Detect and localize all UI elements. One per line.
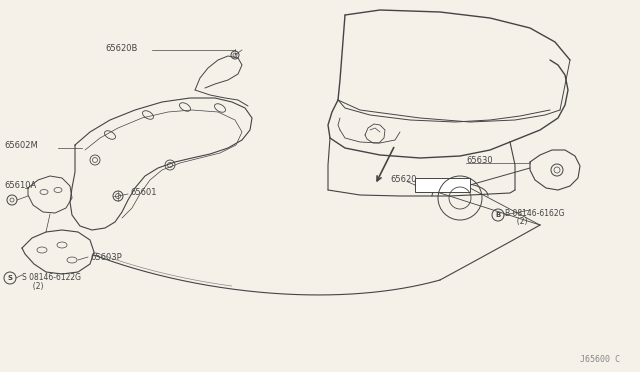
Bar	[415, 178, 470, 192]
Text: J65600 C: J65600 C	[580, 355, 620, 364]
Text: 65601: 65601	[130, 187, 157, 196]
Text: (2): (2)	[28, 282, 44, 291]
Text: 65620B: 65620B	[105, 44, 138, 52]
Text: S: S	[8, 275, 13, 281]
Text: 65602M: 65602M	[4, 141, 38, 150]
Text: B: B	[495, 212, 500, 218]
Text: 65630: 65630	[466, 155, 493, 164]
Text: (2): (2)	[512, 217, 527, 225]
Text: B 08146-6162G: B 08146-6162G	[505, 208, 564, 218]
Text: 65603P: 65603P	[90, 253, 122, 262]
Text: 65610A: 65610A	[4, 180, 36, 189]
Text: S 08146-6122G: S 08146-6122G	[22, 273, 81, 282]
Text: 65620: 65620	[390, 174, 417, 183]
